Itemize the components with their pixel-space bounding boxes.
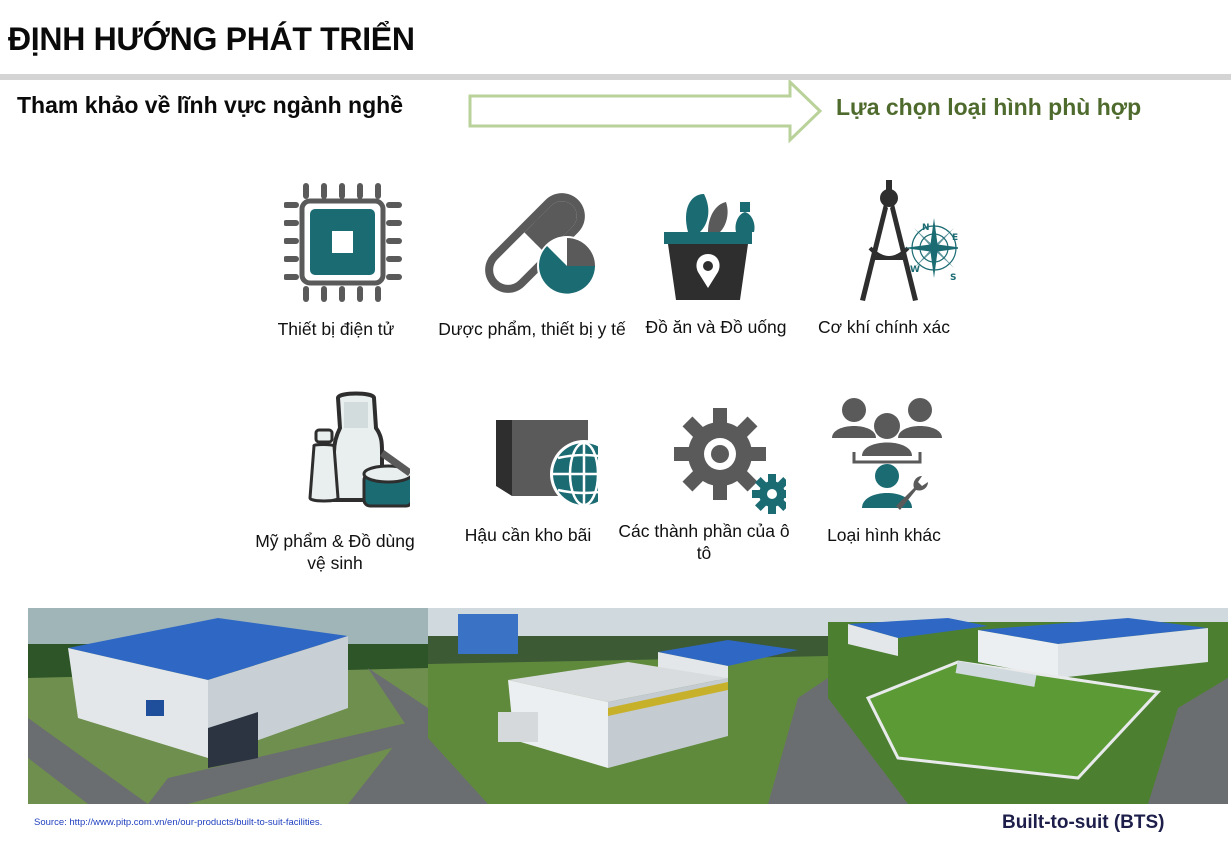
factory-photo-2: [428, 608, 828, 804]
header: ĐỊNH HƯỚNG PHÁT TRIỂN: [0, 0, 1231, 76]
chip-icon: [284, 183, 402, 302]
people-group-icon: [832, 398, 942, 510]
svg-text:S: S: [950, 273, 956, 283]
subtitle-left: Tham khảo về lĩnh vực ngành nghề: [17, 92, 403, 118]
industry-label: Dược phẩm, thiết bị y tế: [438, 319, 626, 339]
gears-icon: [674, 408, 786, 514]
cosmetics-icon: [308, 391, 410, 508]
arrow-right-icon: [468, 80, 823, 144]
industry-label: Hậu cần kho bãi: [464, 525, 592, 545]
logistics-globe-icon: [496, 420, 598, 508]
industry-label: Các thành phần của ô tô: [618, 521, 790, 563]
page-title: ĐỊNH HƯỚNG PHÁT TRIỂN: [8, 21, 415, 57]
svg-text:W: W: [910, 265, 920, 275]
source-note: Source: http://www.pitp.com.vn/en/our-pr…: [34, 817, 323, 828]
pill-icon: [485, 193, 597, 296]
factory-photo-3: [828, 608, 1228, 804]
industry-label: Mỹ phẩm & Đồ dùng vệ sinh: [255, 531, 415, 573]
svg-text:E: E: [952, 233, 958, 243]
factory-photo-1: [28, 608, 428, 804]
food-basket-icon: [664, 194, 755, 300]
compass-icon: N E W S: [860, 180, 958, 301]
industry-label: Cơ khí chính xác: [817, 317, 951, 337]
svg-text:N: N: [922, 223, 930, 233]
industry-label: Loại hình khác: [827, 525, 941, 545]
subtitle-right: Lựa chọn loại hình phù hợp: [836, 94, 1142, 120]
industry-label: Thiết bị điện tử: [277, 319, 395, 339]
bts-label: Built-to-suit (BTS): [1002, 812, 1165, 833]
header-divider: [0, 74, 1231, 80]
industry-label: Đồ ăn và Đồ uống: [645, 317, 787, 337]
